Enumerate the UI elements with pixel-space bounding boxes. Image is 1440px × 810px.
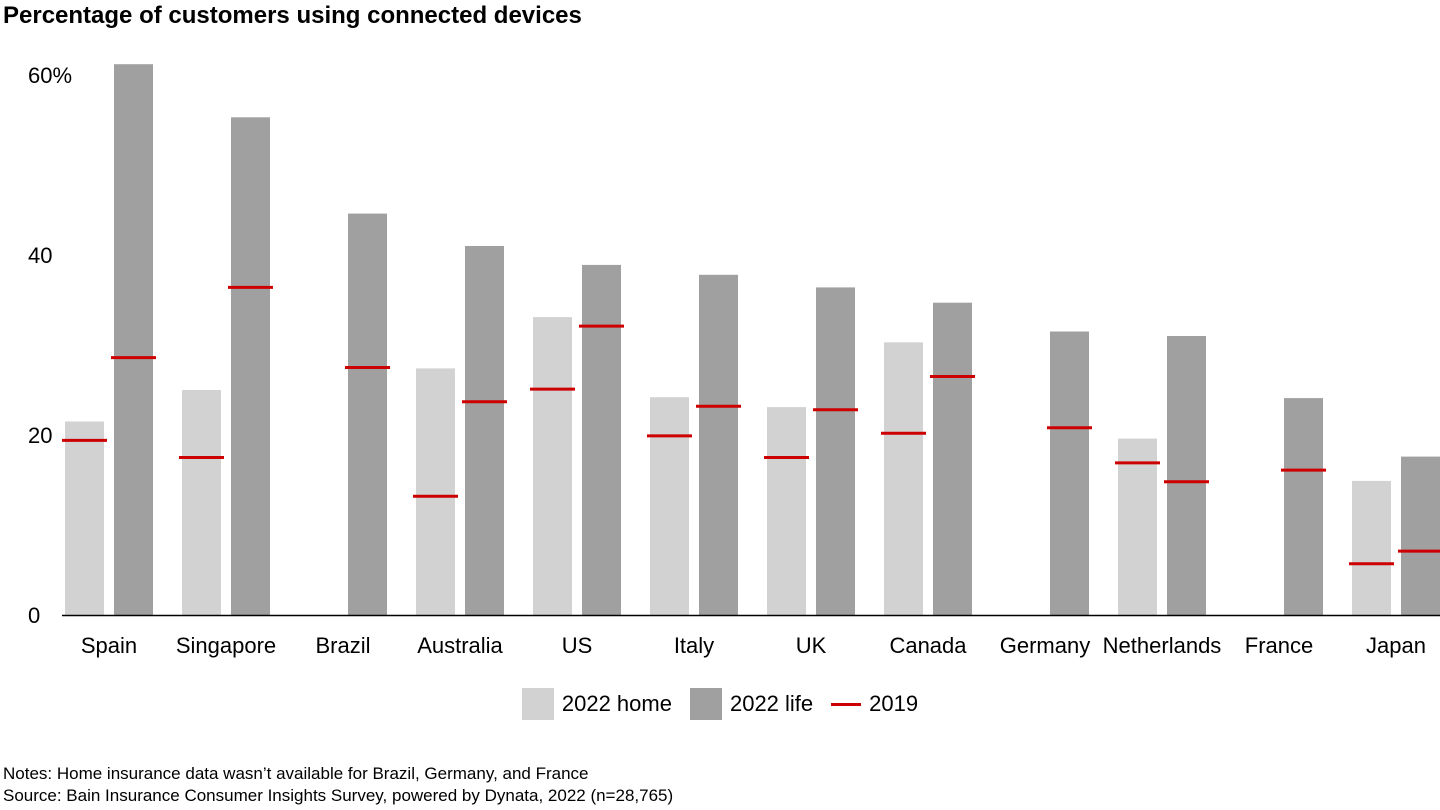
bar-2022-life xyxy=(114,64,153,615)
x-tick-label: Italy xyxy=(674,633,714,658)
y-tick-label: 60% xyxy=(28,63,72,88)
x-tick-label: UK xyxy=(796,633,827,658)
source-line: Source: Bain Insurance Consumer Insights… xyxy=(3,786,674,805)
x-tick-label: Brazil xyxy=(315,633,370,658)
bar-2022-home xyxy=(533,317,572,615)
bar-2022-home xyxy=(884,342,923,615)
bar-2022-life xyxy=(231,117,270,616)
footnotes: Notes: Home insurance data wasn’t availa… xyxy=(3,763,673,807)
bar-2022-home xyxy=(65,421,104,615)
x-tick-label: Japan xyxy=(1366,633,1426,658)
x-tick-label: Germany xyxy=(1000,633,1090,658)
legend-swatch-life xyxy=(689,688,722,720)
y-tick-label: 40 xyxy=(28,243,52,268)
bar-2022-life xyxy=(933,302,972,615)
x-tick-label: US xyxy=(562,633,593,658)
notes-line: Notes: Home insurance data wasn’t availa… xyxy=(3,764,589,783)
x-tick-label: Singapore xyxy=(176,633,276,658)
bar-2022-life xyxy=(1401,456,1440,615)
legend-item-2019: 2019 xyxy=(831,691,918,717)
bar-2022-life xyxy=(1050,331,1089,615)
bar-2022-home xyxy=(416,368,455,615)
x-axis-labels: Spain Singapore Brazil Australia US Italy UK Ca… xyxy=(81,633,1426,658)
x-tick-label: Netherlands xyxy=(1103,633,1222,658)
x-tick-label: Canada xyxy=(889,633,967,658)
legend-item-life: 2022 life xyxy=(689,688,814,720)
chart-title: Percentage of customers using connected … xyxy=(3,2,582,29)
bar-2022-home xyxy=(767,407,806,615)
legend-swatch-2019 xyxy=(831,702,862,706)
legend-label-home: 2022 home xyxy=(561,691,672,716)
bar-2022-life xyxy=(1167,336,1206,615)
legend-item-home: 2022 home xyxy=(521,688,672,720)
bar-2022-home xyxy=(1352,480,1391,615)
x-tick-label: Australia xyxy=(417,633,503,658)
bar-2022-life xyxy=(348,213,387,615)
x-tick-label: Spain xyxy=(81,633,137,658)
y-tick-label: 0 xyxy=(28,603,40,628)
bar-2022-life xyxy=(699,274,738,615)
bar-2022-home xyxy=(1118,438,1157,615)
bar-2022-life xyxy=(465,246,504,615)
y-tick-label: 20 xyxy=(28,423,52,448)
bar-2022-home xyxy=(182,390,221,615)
legend-label-2019: 2019 xyxy=(869,691,919,716)
legend-label-life: 2022 life xyxy=(729,691,814,716)
bar-2022-life xyxy=(1284,398,1323,615)
bar-2022-life xyxy=(582,264,621,615)
y-axis-labels: 0 20 40 60% xyxy=(28,63,72,628)
legend: 2022 home 2022 life 2019 xyxy=(0,688,1440,720)
bar-2022-home xyxy=(650,397,689,615)
legend-swatch-home xyxy=(521,688,554,720)
bar-chart: 0 20 40 60% Spain Singapore Brazil Australia US… xyxy=(28,63,1440,658)
bar-2022-life xyxy=(816,287,855,615)
bars xyxy=(65,64,1440,616)
markers-2019 xyxy=(62,285,1440,566)
x-tick-label: France xyxy=(1245,633,1313,658)
